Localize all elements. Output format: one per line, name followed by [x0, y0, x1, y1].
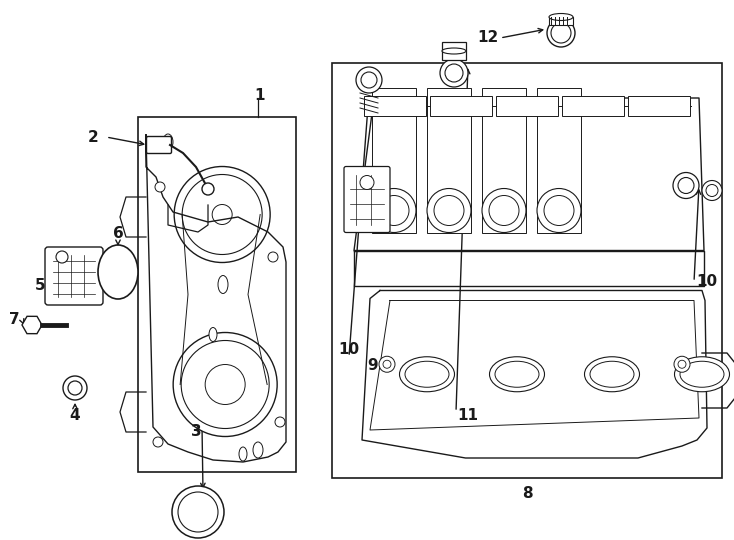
- Circle shape: [372, 188, 416, 233]
- Circle shape: [155, 182, 165, 192]
- Circle shape: [678, 178, 694, 193]
- Bar: [549, 17, 573, 25]
- Text: 3: 3: [191, 424, 201, 440]
- Text: 5: 5: [34, 278, 46, 293]
- Circle shape: [275, 417, 285, 427]
- Circle shape: [547, 19, 575, 47]
- Circle shape: [482, 188, 526, 233]
- Ellipse shape: [98, 245, 138, 299]
- Bar: [496, 96, 558, 116]
- Circle shape: [356, 67, 382, 93]
- Circle shape: [361, 72, 377, 88]
- Circle shape: [489, 195, 519, 226]
- Text: 2: 2: [87, 130, 98, 145]
- Text: 10: 10: [338, 342, 360, 357]
- FancyBboxPatch shape: [147, 137, 172, 153]
- Circle shape: [551, 23, 571, 43]
- Bar: [562, 96, 624, 116]
- Circle shape: [173, 333, 277, 436]
- Circle shape: [182, 174, 262, 254]
- Bar: [442, 42, 466, 60]
- Ellipse shape: [405, 361, 449, 387]
- Circle shape: [268, 252, 278, 262]
- Ellipse shape: [218, 275, 228, 294]
- Ellipse shape: [680, 361, 724, 387]
- Ellipse shape: [239, 447, 247, 461]
- Circle shape: [383, 360, 391, 368]
- Text: 9: 9: [368, 359, 378, 374]
- Ellipse shape: [253, 442, 263, 458]
- Circle shape: [212, 205, 232, 225]
- Circle shape: [445, 64, 463, 82]
- Circle shape: [434, 195, 464, 226]
- Ellipse shape: [590, 361, 634, 387]
- Circle shape: [706, 185, 718, 197]
- Circle shape: [202, 183, 214, 195]
- Text: 6: 6: [112, 226, 123, 240]
- Circle shape: [56, 251, 68, 263]
- Circle shape: [153, 437, 163, 447]
- Ellipse shape: [209, 327, 217, 341]
- Bar: [430, 96, 492, 116]
- Ellipse shape: [675, 357, 730, 392]
- Bar: [332, 63, 722, 478]
- Circle shape: [427, 188, 471, 233]
- Text: 12: 12: [477, 30, 498, 45]
- Ellipse shape: [399, 357, 454, 392]
- Circle shape: [702, 180, 722, 200]
- Ellipse shape: [549, 14, 573, 21]
- Circle shape: [172, 486, 224, 538]
- Text: 7: 7: [9, 313, 19, 327]
- Circle shape: [181, 341, 269, 429]
- Circle shape: [673, 172, 699, 199]
- Circle shape: [544, 195, 574, 226]
- Circle shape: [68, 381, 82, 395]
- Circle shape: [440, 59, 468, 87]
- Ellipse shape: [163, 134, 173, 150]
- Text: 11: 11: [457, 408, 479, 422]
- Bar: [364, 96, 426, 116]
- Circle shape: [537, 188, 581, 233]
- Bar: [537, 88, 581, 233]
- Circle shape: [678, 360, 686, 368]
- Bar: [138, 117, 296, 472]
- Text: 1: 1: [255, 87, 265, 103]
- Circle shape: [206, 364, 245, 404]
- Bar: [482, 88, 526, 233]
- Ellipse shape: [495, 361, 539, 387]
- Text: 8: 8: [522, 487, 532, 502]
- Ellipse shape: [442, 48, 466, 54]
- Circle shape: [674, 356, 690, 372]
- Bar: [427, 88, 471, 233]
- FancyBboxPatch shape: [344, 166, 390, 233]
- Circle shape: [379, 195, 409, 226]
- FancyBboxPatch shape: [45, 247, 103, 305]
- Ellipse shape: [490, 357, 545, 392]
- Text: 10: 10: [697, 274, 718, 289]
- Ellipse shape: [584, 357, 639, 392]
- Text: 4: 4: [70, 408, 80, 423]
- Circle shape: [360, 176, 374, 190]
- Circle shape: [178, 492, 218, 532]
- Circle shape: [174, 166, 270, 262]
- Circle shape: [379, 356, 395, 372]
- Circle shape: [63, 376, 87, 400]
- Bar: [372, 88, 416, 233]
- Bar: [628, 96, 690, 116]
